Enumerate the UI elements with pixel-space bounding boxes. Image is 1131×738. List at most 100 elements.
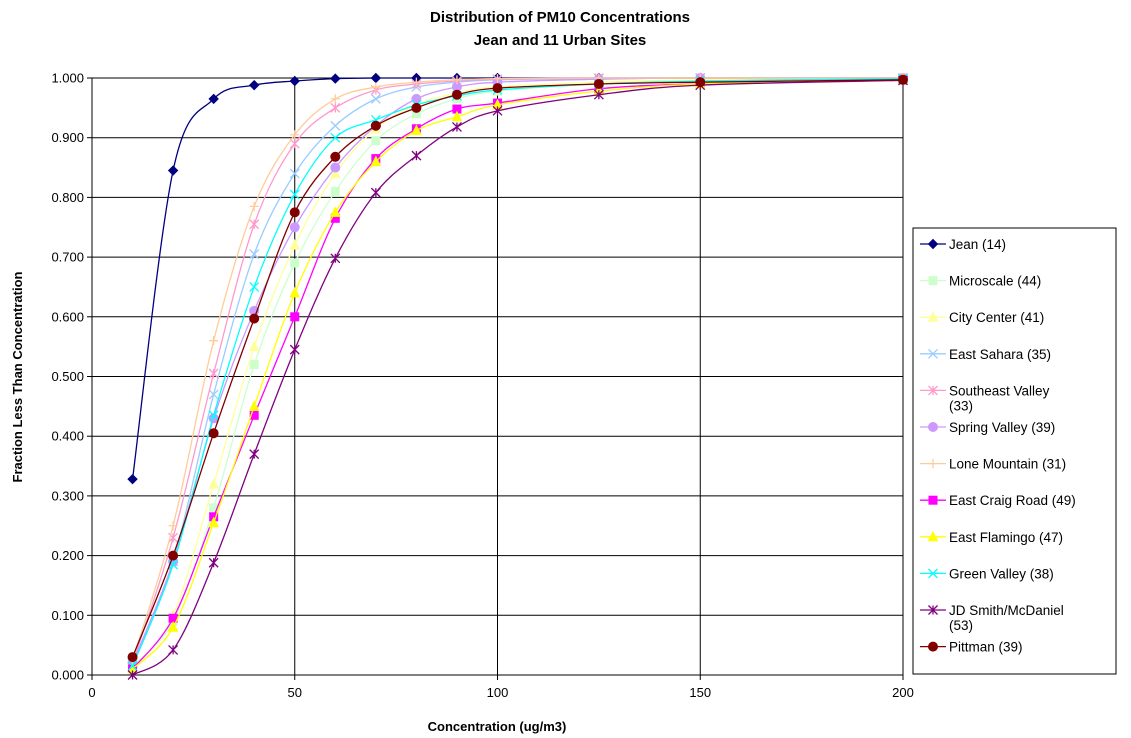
legend-marker xyxy=(928,422,938,432)
data-point xyxy=(168,550,179,561)
chart-subtitle: Jean and 11 Urban Sites xyxy=(474,32,647,49)
data-point xyxy=(493,74,502,84)
data-point xyxy=(330,73,341,84)
legend-marker xyxy=(928,459,938,469)
legend: Jean (14) Microscale (44) City Center (41)… xyxy=(912,227,1117,675)
data-point xyxy=(290,258,300,268)
x-tick-label: 150 xyxy=(689,685,711,700)
y-tick-label: 0.200 xyxy=(51,548,84,563)
legend-marker xyxy=(928,605,938,615)
data-point xyxy=(330,151,341,162)
data-point xyxy=(593,78,604,89)
data-point xyxy=(127,670,138,680)
legend-marker xyxy=(927,238,939,250)
data-point xyxy=(249,201,259,211)
legend-label: Pittman (39) xyxy=(949,640,1023,655)
data-point xyxy=(289,168,300,179)
data-point xyxy=(249,219,260,230)
data-point xyxy=(370,187,381,198)
y-tick-label: 1.000 xyxy=(51,71,84,86)
data-point xyxy=(330,132,341,143)
data-point xyxy=(370,93,381,104)
data-point xyxy=(452,75,462,85)
data-point xyxy=(289,207,300,218)
legend-marker xyxy=(928,385,938,396)
legend-marker xyxy=(928,568,938,579)
data-point xyxy=(330,94,340,104)
y-axis-title: Fraction Less Than Concentration xyxy=(10,271,25,482)
data-point xyxy=(127,652,138,663)
data-point xyxy=(330,162,341,173)
x-tick-label: 50 xyxy=(288,685,302,700)
legend-marker xyxy=(928,276,938,286)
data-point xyxy=(330,186,340,196)
y-tick-label: 0.900 xyxy=(51,130,84,145)
data-point xyxy=(127,661,138,672)
legend-label: Spring Valley (39) xyxy=(949,420,1055,435)
data-point xyxy=(248,400,260,411)
data-point xyxy=(208,428,219,439)
data-point xyxy=(127,473,138,485)
data-point xyxy=(249,249,260,260)
data-point xyxy=(208,557,219,568)
legend-label: Lone Mountain (31) xyxy=(949,457,1066,472)
data-point xyxy=(249,281,260,292)
data-point xyxy=(208,93,219,105)
data-point xyxy=(168,559,179,570)
series-12 xyxy=(127,74,908,663)
legend-label: (33) xyxy=(949,398,973,413)
chart-title: Distribution of PM10 Concentrations xyxy=(430,9,690,26)
data-point xyxy=(411,124,422,136)
data-point xyxy=(492,83,503,94)
x-axis-title: Concentration (ug/m3) xyxy=(428,719,567,734)
data-point xyxy=(209,336,219,346)
legend-label: JD Smith/McDaniel xyxy=(949,603,1064,618)
data-point xyxy=(289,75,300,87)
data-point xyxy=(370,120,381,131)
data-point xyxy=(371,136,381,146)
data-point xyxy=(249,449,260,460)
data-point xyxy=(492,105,503,116)
data-point xyxy=(167,621,179,632)
data-point xyxy=(168,644,179,655)
legend-label: Green Valley (38) xyxy=(949,566,1054,581)
data-point xyxy=(451,121,462,132)
data-point xyxy=(411,102,422,113)
data-point xyxy=(370,155,382,167)
data-point xyxy=(289,222,300,233)
y-tick-label: 0.800 xyxy=(51,190,84,205)
data-point xyxy=(451,110,463,122)
data-point xyxy=(249,410,259,420)
data-point xyxy=(208,477,219,489)
data-point xyxy=(289,344,300,355)
series-9 xyxy=(127,73,909,674)
data-point xyxy=(249,313,260,324)
data-point xyxy=(330,120,341,131)
legend-label: Microscale (44) xyxy=(949,274,1041,289)
legend-box xyxy=(912,227,1117,675)
legend-marker xyxy=(928,348,938,359)
data-point xyxy=(329,206,341,217)
data-point xyxy=(289,286,301,298)
data-point xyxy=(168,521,178,531)
y-tick-label: 0.100 xyxy=(51,608,84,623)
legend-marker xyxy=(928,495,938,505)
y-tick-label: 0.300 xyxy=(51,488,84,503)
legend-marker xyxy=(927,530,939,542)
data-point xyxy=(411,150,422,161)
legend-label: Southeast Valley xyxy=(949,383,1050,398)
legend-label: (53) xyxy=(949,618,973,633)
legend-label: City Center (41) xyxy=(949,310,1044,325)
data-point xyxy=(290,130,300,140)
data-point xyxy=(329,167,341,179)
data-point xyxy=(371,82,381,92)
y-tick-label: 0.700 xyxy=(51,250,84,265)
data-point xyxy=(289,189,300,200)
data-point xyxy=(330,102,341,113)
x-tick-label: 100 xyxy=(487,685,509,700)
data-point xyxy=(248,340,260,352)
data-point xyxy=(451,89,462,100)
legend-label: East Sahara (35) xyxy=(949,347,1051,362)
data-point xyxy=(593,89,604,100)
